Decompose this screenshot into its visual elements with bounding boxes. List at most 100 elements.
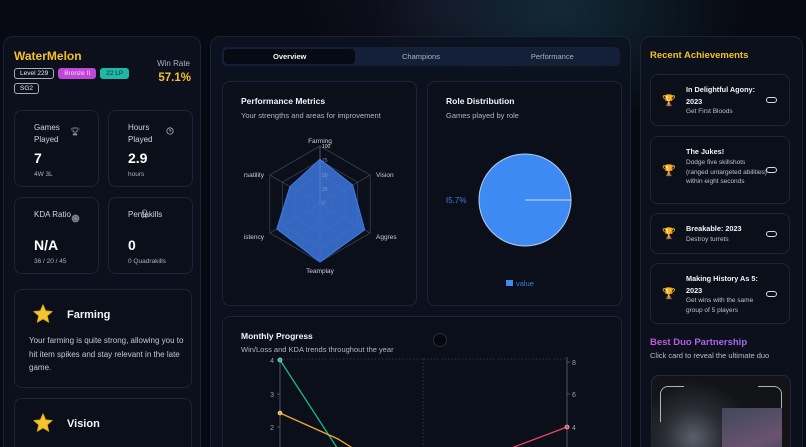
pie-chart: I5.7% value [446,153,572,288]
award-icon [141,209,148,220]
chart-subtitle: Win/Loss and KDA trends throughout the y… [241,345,394,354]
role-distribution-card: Role Distribution Games played by role I… [427,81,622,306]
svg-text:3: 3 [270,392,274,399]
target-icon [71,214,80,225]
series-losses [279,412,353,447]
stat-label: KDA Ratio [34,210,71,219]
achievement-desc: Get First Bloods [686,108,733,115]
achievement-desc: Dodge five skillshots (ranged untargeted… [686,159,767,185]
duo-image [722,408,782,447]
stat-sub: 0 Quadrakills [128,258,166,265]
svg-text:6: 6 [572,392,576,399]
trophy-icon: 🏆 [662,165,676,177]
tab-overview[interactable]: Overview [224,49,356,64]
lp-badge: 22 LP [100,68,130,79]
star-icon [33,304,53,323]
frame-corner [758,386,782,422]
stat-sub: hours [128,171,145,178]
achievement-title: Making History As 5: 2023 [686,274,758,295]
svg-text:0: 0 [322,201,325,207]
svg-text:4: 4 [572,425,576,432]
loading-indicator [433,333,447,347]
insight-title: Farming [67,309,111,321]
win-rate-label: Win Rate [157,59,190,68]
frame-corner [660,386,684,422]
achievement-desc: Get wins with the same group of 5 player… [686,297,754,314]
svg-text:istency: istency [244,234,265,241]
svg-text:Farming: Farming [308,138,332,145]
achievements-heading: Recent Achievements [650,50,749,61]
achievement-title: The Jukes! [686,147,725,156]
svg-text:Aggres: Aggres [376,234,397,241]
stat-label: Hours Played [128,123,153,144]
chart-title: Performance Metrics [241,96,326,106]
trophy-icon: 🏆︎ [69,127,80,136]
rank-badge: Bronze II [58,68,97,79]
player-badges: Level 229 Bronze II 22 LP SG2 [14,68,144,94]
duo-heading: Best Duo Partnership [650,337,748,348]
svg-text:I5.7%: I5.7% [446,196,466,205]
radar-data-area [276,158,366,263]
svg-text:Teamplay: Teamplay [306,268,335,275]
stat-sub: 36 / 20 / 45 [34,258,67,265]
achievement-card[interactable]: 🏆 The Jukes! Dodge five skillshots (rang… [650,136,790,204]
monthly-progress-card: Monthly Progress Win/Loss and KDA trends… [222,316,622,447]
stat-card-kda-ratio: KDA Ratio N/A 36 / 20 / 45 [14,197,99,274]
achievement-card[interactable]: 🏆 In Delightful Agony: 2023 Get First Bl… [650,74,790,126]
achievements-panel: Recent Achievements 🏆 In Delightful Agon… [640,36,803,447]
insight-card-farming: Farming Your farming is quite strong, al… [14,289,192,388]
toggle-icon[interactable] [766,231,777,237]
svg-text:25: 25 [322,187,328,193]
achievement-title: Breakable: 2023 [686,224,742,233]
trophy-icon: 🏆 [662,95,676,107]
tab-performance[interactable]: Performance [530,52,574,61]
line-chart: 4 3 2 8 6 4 [270,357,576,447]
stat-sub: 4W 3L [34,171,53,178]
chart-title: Monthly Progress [241,331,313,341]
insight-text: Your farming is quite strong, allowing y… [29,336,184,372]
trophy-icon: 🏆 [662,288,676,300]
achievement-title: In Delightful Agony: 2023 [686,85,756,106]
svg-text:4: 4 [270,358,274,365]
player-name: WaterMelon [14,49,82,63]
trophy-icon: 🏆 [662,228,676,240]
svg-text:2: 2 [270,425,274,432]
achievement-card[interactable]: 🏆 Making History As 5: 2023 Get wins wit… [650,263,790,324]
player-summary-panel: WaterMelon Level 229 Bronze II 22 LP SG2… [3,36,201,447]
series-kda [512,426,568,447]
win-rate-value: 57.1% [158,72,191,84]
level-badge: Level 229 [14,68,55,79]
radar-chart: 0 25 50 75 100 Farming Vision Aggres Tea… [244,138,398,275]
toggle-icon[interactable] [766,97,777,103]
svg-text:Vision: Vision [376,172,394,179]
svg-text:rsatility: rsatility [244,172,265,179]
chart-title: Role Distribution [446,96,515,106]
stat-value: 7 [34,150,42,166]
region-badge: SG2 [14,83,40,94]
chart-subtitle: Your strengths and areas for improvement [241,111,381,120]
tab-champions[interactable]: Champions [402,52,440,61]
insight-title: Vision [67,418,100,430]
insight-card-vision: Vision [14,398,192,447]
svg-text:8: 8 [572,360,576,367]
chart-subtitle: Games played by role [446,111,519,120]
series-wins [279,359,338,447]
clock-icon [166,127,174,137]
stat-card-pentakills: Pentakills 0 0 Quadrakills [108,197,193,274]
stat-value: 2.9 [128,150,148,166]
legend-swatch [506,280,513,286]
stat-card-hours-played: Hours Played 2.9 hours [108,110,193,187]
stat-value: N/A [34,237,59,253]
toggle-icon[interactable] [766,167,777,173]
achievement-card[interactable]: 🏆 Breakable: 2023 Destroy turrets [650,213,790,254]
svg-text:50: 50 [322,173,328,179]
svg-text:75: 75 [322,158,328,164]
duo-reveal-card[interactable] [651,375,791,447]
duo-subtitle: Click card to reveal the ultimate duo [650,351,770,360]
stat-card-games-played: Games Played 🏆︎ 7 4W 3L [14,110,99,187]
svg-text:value: value [516,279,534,288]
main-content-panel: Overview Champions Performance Performan… [210,36,631,447]
toggle-icon[interactable] [766,291,777,297]
star-icon [33,413,53,432]
stat-value: 0 [128,237,136,253]
